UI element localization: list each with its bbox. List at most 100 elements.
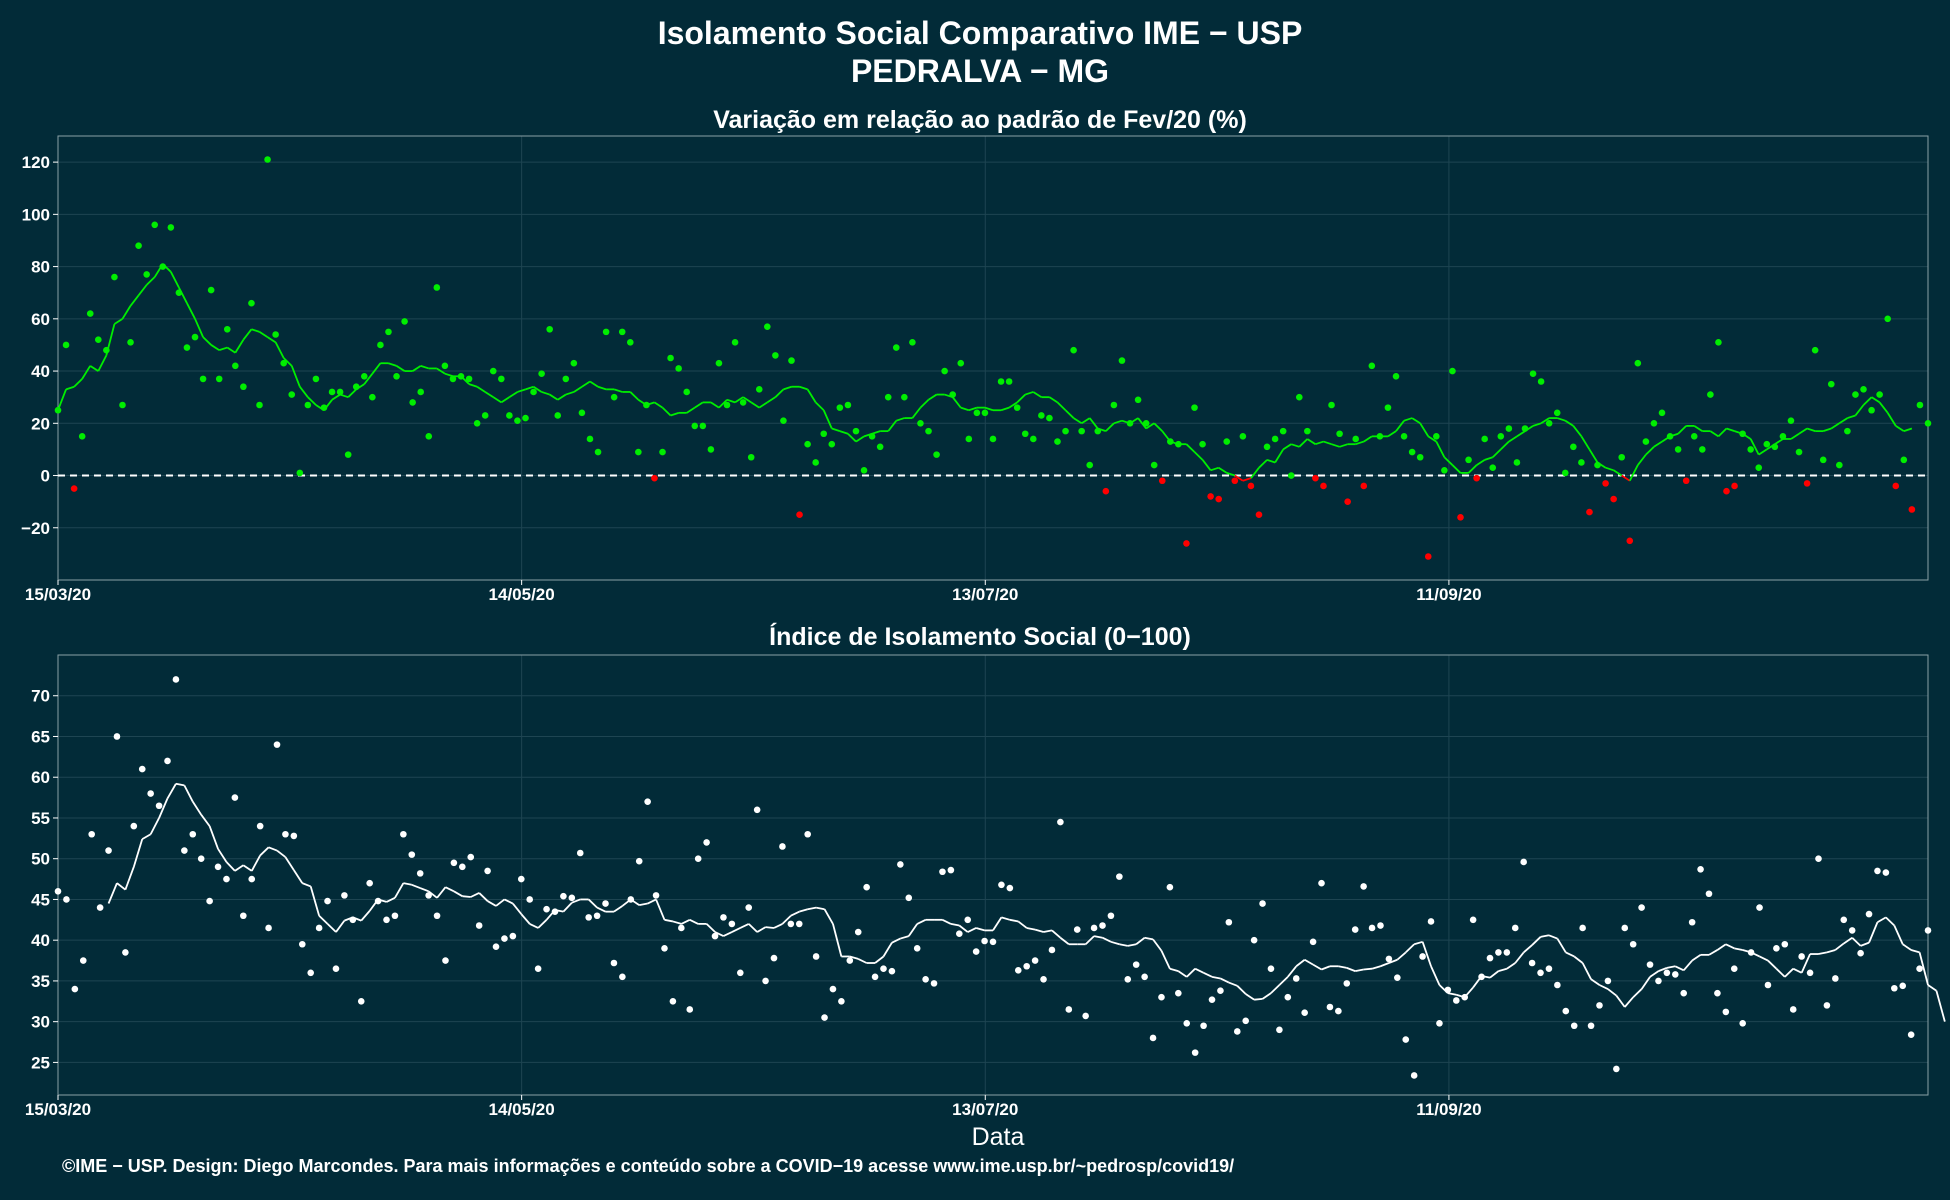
moving-average-segment xyxy=(533,385,543,393)
data-point xyxy=(400,830,407,838)
data-point xyxy=(635,857,643,865)
moving-average-segment xyxy=(1339,443,1348,448)
moving-average-segment xyxy=(436,367,446,375)
data-point xyxy=(344,451,352,458)
data-point xyxy=(1771,443,1779,451)
moving-average-segment xyxy=(1893,925,1904,945)
moving-average-segment xyxy=(331,393,341,401)
data-point xyxy=(1231,477,1239,485)
moving-average-segment xyxy=(529,923,539,929)
data-point xyxy=(240,383,247,391)
moving-average-segment xyxy=(942,919,952,925)
data-point xyxy=(1217,987,1224,995)
data-point xyxy=(1031,957,1039,964)
moving-average-segment xyxy=(57,389,67,411)
moving-average-segment xyxy=(882,942,893,957)
data-point xyxy=(1328,401,1335,409)
data-point xyxy=(720,914,727,921)
moving-average-segment xyxy=(799,385,808,391)
data-point xyxy=(484,867,491,875)
data-point xyxy=(223,875,230,883)
data-point xyxy=(585,914,592,921)
data-point xyxy=(880,965,887,973)
data-point xyxy=(1166,883,1174,891)
data-point xyxy=(1392,372,1400,380)
moving-average-segment xyxy=(1270,984,1281,994)
data-point xyxy=(1062,427,1069,435)
moving-average-segment xyxy=(951,396,962,409)
data-point xyxy=(1065,1006,1073,1013)
data-point xyxy=(473,419,481,427)
data-point xyxy=(1099,922,1106,929)
data-point xyxy=(1489,464,1497,471)
moving-average-segment xyxy=(815,906,825,911)
moving-average-segment xyxy=(1877,916,1887,924)
moving-average-segment xyxy=(1085,935,1095,945)
data-point xyxy=(1755,464,1763,471)
moving-average-segment xyxy=(734,396,744,404)
moving-average-segment xyxy=(129,294,140,307)
moving-average-segment xyxy=(1282,443,1292,451)
moving-average-segment xyxy=(1862,396,1873,406)
moving-average-segment xyxy=(1081,417,1091,425)
moving-average-segment xyxy=(714,931,724,937)
moving-average-segment xyxy=(492,396,502,404)
data-point xyxy=(925,427,932,435)
data-point xyxy=(1279,427,1287,435)
panel2-title: Índice de Isolamento Social (0−100) xyxy=(769,622,1191,651)
moving-average-segment xyxy=(396,365,406,372)
moving-average-segment xyxy=(670,411,679,417)
data-point xyxy=(998,881,1005,889)
moving-average-segment xyxy=(781,915,792,925)
data-point xyxy=(1287,472,1295,479)
data-point xyxy=(1602,480,1609,487)
moving-average-segment xyxy=(517,388,526,393)
data-point xyxy=(578,409,586,417)
data-point xyxy=(1604,977,1612,985)
data-point xyxy=(1868,406,1875,414)
data-point xyxy=(1747,949,1755,956)
data-point xyxy=(1505,425,1513,432)
moving-average-segment xyxy=(476,385,486,393)
moving-average-segment xyxy=(1135,937,1146,945)
moving-average-segment xyxy=(1338,965,1347,969)
moving-average-segment xyxy=(726,398,736,404)
data-point xyxy=(812,459,819,466)
data-point xyxy=(1634,359,1642,367)
moving-average-segment xyxy=(1234,474,1244,482)
data-point xyxy=(1562,1007,1570,1015)
data-point xyxy=(1650,419,1658,427)
data-point xyxy=(568,894,576,902)
moving-average-segment xyxy=(588,898,598,909)
data-point xyxy=(349,916,357,924)
moving-average-segment xyxy=(65,385,75,391)
moving-average-segment xyxy=(710,401,720,409)
moving-average-segment xyxy=(871,430,881,435)
moving-average-segment xyxy=(218,346,228,352)
moving-average-segment xyxy=(1427,435,1437,443)
data-point xyxy=(1705,890,1713,898)
data-point xyxy=(1537,969,1544,977)
data-point xyxy=(1124,975,1132,983)
data-point xyxy=(804,830,811,838)
moving-average-segment xyxy=(1822,427,1832,432)
moving-average-segment xyxy=(1048,396,1058,404)
data-point xyxy=(1840,916,1848,924)
moving-average-segment xyxy=(895,417,905,422)
data-point xyxy=(172,676,180,683)
moving-average-segment xyxy=(823,908,834,925)
data-point xyxy=(501,935,508,942)
moving-average-segment xyxy=(557,393,567,401)
data-point xyxy=(130,822,138,830)
moving-average-segment xyxy=(1262,992,1272,1000)
data-point xyxy=(610,959,618,967)
moving-average-segment xyxy=(1355,968,1364,973)
data-point xyxy=(602,328,610,336)
moving-average-segment xyxy=(1152,938,1163,952)
panel1-title: Variação em relação ao padrão de Fev/20 … xyxy=(713,106,1247,134)
data-point xyxy=(669,997,677,1005)
moving-average-segment xyxy=(1194,967,1204,974)
data-point xyxy=(1295,393,1303,401)
data-point xyxy=(332,965,340,973)
moving-average-segment xyxy=(1514,951,1525,964)
